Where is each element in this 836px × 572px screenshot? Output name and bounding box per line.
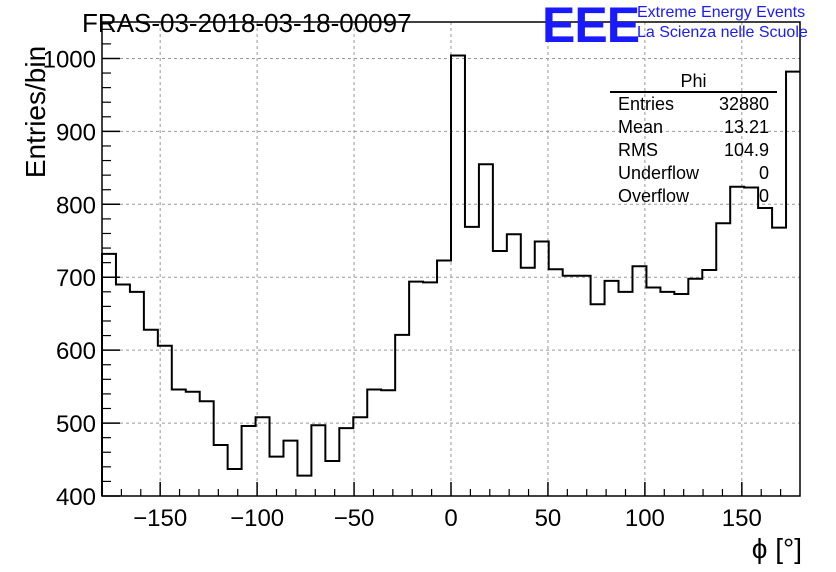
chart-title: FRAS-03-2018-03-18-00097	[82, 8, 412, 38]
histogram-bin	[172, 390, 186, 496]
histogram-outline	[101, 54, 800, 496]
histogram-bin	[186, 392, 200, 496]
stats-value: 0	[758, 163, 769, 183]
y-tick-label: 1000	[43, 46, 96, 73]
y-tick-label: 900	[56, 119, 96, 146]
histogram-bin	[479, 164, 493, 496]
y-tick-label: 500	[56, 411, 96, 438]
histogram-bin	[605, 281, 619, 496]
histogram-bin	[507, 234, 521, 496]
y-axis-label: Entries/bin	[20, 45, 51, 179]
histogram-bin	[702, 270, 716, 496]
stats-label: Mean	[618, 117, 664, 137]
histogram-bin	[297, 476, 311, 496]
histogram-bin	[716, 223, 730, 496]
x-tick-label: 50	[535, 505, 562, 532]
histogram-bin	[256, 417, 270, 496]
histogram-bin	[549, 269, 563, 496]
histogram-bin	[758, 208, 772, 496]
histogram-bin	[311, 425, 325, 496]
stats-label: RMS	[618, 140, 658, 160]
eee-logo-caption: Extreme Energy Events La Scienza nelle S…	[637, 3, 808, 43]
histogram-bin	[130, 292, 144, 496]
histogram-bin	[200, 401, 214, 496]
histogram-bin	[577, 276, 591, 496]
logo-line-2: La Scienza nelle Scuole	[637, 24, 808, 41]
x-tick-label: 100	[625, 505, 665, 532]
histogram-bin	[674, 294, 688, 496]
histogram-bin	[437, 260, 451, 496]
histogram-bin	[660, 292, 674, 496]
stats-value: 0	[758, 186, 769, 206]
histogram-bin	[786, 72, 800, 496]
histogram-bin	[270, 457, 284, 496]
histogram-bin	[158, 346, 172, 496]
histogram-bin	[367, 390, 381, 496]
histogram-bin	[325, 461, 339, 496]
x-tick-label: 0	[444, 505, 457, 532]
stats-row-rms: RMS 104.9	[610, 139, 777, 162]
stats-value: 104.9	[723, 140, 769, 160]
eee-logo: EEE	[542, 0, 640, 53]
histogram-bin	[395, 335, 409, 496]
histogram-bin	[591, 304, 605, 496]
y-tick-label: 800	[56, 192, 96, 219]
axis-tick-labels: −150 −100 −50 0 50 100 150 400 500 600 700 800 900 10…	[43, 46, 762, 532]
stats-rows: Entries 32880 Mean 13.21 RMS 104.9 Underflow 0 O…	[610, 93, 777, 208]
histogram-bin	[339, 428, 353, 496]
histogram-bin	[632, 266, 646, 496]
plot-frame	[101, 21, 801, 497]
stats-row-overflow: Overflow 0	[610, 185, 777, 208]
histogram-bin	[619, 292, 633, 496]
stats-label: Overflow	[618, 186, 690, 206]
logo-line-1: Extreme Energy Events	[637, 4, 806, 21]
histogram-bin	[535, 241, 549, 496]
stats-label: Underflow	[618, 163, 700, 183]
stats-value: 32880	[718, 94, 769, 114]
stats-row-entries: Entries 32880	[610, 93, 777, 116]
x-tick-label: −150	[133, 505, 187, 532]
histogram-bin	[646, 287, 660, 496]
histogram-bin	[353, 417, 367, 496]
histogram-bin	[563, 276, 577, 496]
histogram-bin	[381, 390, 395, 496]
histogram-bin	[144, 330, 158, 496]
x-tick-label: 150	[722, 505, 762, 532]
histogram-bin	[409, 282, 423, 496]
histogram-bin	[465, 227, 479, 496]
histogram-bin	[116, 285, 130, 496]
stats-title: Phi	[680, 71, 707, 91]
histogram-bin	[283, 441, 297, 496]
y-tick-label: 700	[56, 265, 96, 292]
stats-box: Phi Entries 32880 Mean 13.21 RMS 104.9 Underfl…	[610, 71, 777, 208]
histogram-bin	[102, 254, 116, 496]
histogram-bin	[730, 187, 744, 496]
histogram-bin	[228, 469, 242, 496]
x-axis-label: ϕ [°]	[751, 533, 802, 564]
histogram-bin	[744, 188, 758, 496]
histogram-bin	[493, 251, 507, 496]
stats-label: Entries	[618, 94, 675, 114]
histogram-bin	[242, 426, 256, 496]
histogram-bin	[772, 228, 786, 496]
histogram-bin	[423, 282, 437, 496]
x-tick-label: −100	[230, 505, 284, 532]
stats-row-mean: Mean 13.21	[610, 116, 777, 139]
x-tick-label: −50	[334, 505, 375, 532]
histogram-bin	[521, 268, 535, 496]
y-tick-label: 600	[56, 338, 96, 365]
y-tick-label: 400	[56, 484, 96, 511]
histogram-bin	[214, 445, 228, 496]
histogram-bin	[451, 56, 465, 496]
stats-divider	[610, 91, 777, 93]
stats-row-underflow: Underflow 0	[610, 162, 777, 185]
histogram-bin	[688, 279, 702, 496]
stats-value: 13.21	[723, 117, 769, 137]
axis-ticks	[102, 28, 782, 497]
